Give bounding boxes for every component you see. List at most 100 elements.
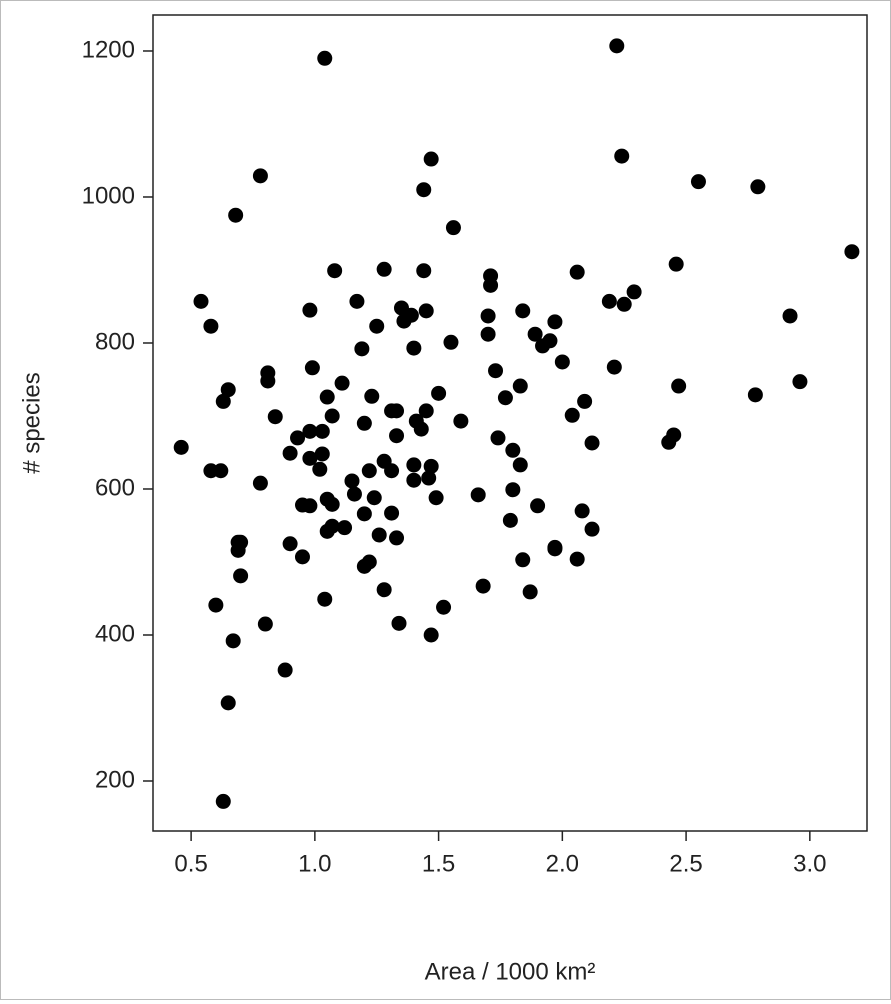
point [601,293,617,309]
y-tick-label: 600 [95,474,135,501]
point [337,520,353,536]
point [302,498,318,514]
point [577,393,593,409]
point [515,303,531,319]
point [690,174,706,190]
point [428,490,444,506]
point [530,498,546,514]
point [384,505,400,521]
point [423,151,439,167]
point [312,461,328,477]
point [497,390,513,406]
point [423,458,439,474]
point [547,541,563,557]
point [423,627,439,643]
point [220,695,236,711]
point [844,244,860,260]
point [376,261,392,277]
x-axis-label: Area / 1000 km² [425,958,596,985]
point [475,578,491,594]
point [418,303,434,319]
point [542,333,558,349]
point [569,551,585,567]
point [304,360,320,376]
point [512,457,528,473]
point [470,487,486,503]
point [564,407,580,423]
point [792,374,808,390]
y-tick-label: 1000 [82,182,135,209]
point [406,472,422,488]
point [490,430,506,446]
point [527,326,543,342]
x-tick-label: 3.0 [793,850,826,877]
point [671,378,687,394]
point [443,334,459,350]
point [547,314,563,330]
point [505,482,521,498]
point [324,408,340,424]
point [488,363,504,379]
point [574,503,590,519]
point [327,263,343,279]
point [431,385,447,401]
point [436,599,452,615]
point [666,427,682,443]
point [346,486,362,502]
point [260,373,276,389]
point [480,308,496,324]
point [317,591,333,607]
point [369,318,385,334]
point [361,463,377,479]
point [609,38,625,54]
y-axis-label: # species [18,372,45,473]
point [294,549,310,565]
point [277,662,293,678]
point [668,256,684,272]
point [230,542,246,558]
point [515,552,531,568]
point [371,527,387,543]
point [282,536,298,552]
point [406,457,422,473]
point [569,264,585,280]
point [389,530,405,546]
point [376,582,392,598]
point [290,430,306,446]
point [302,302,318,318]
point [445,220,461,236]
point [522,584,538,600]
point [366,490,382,506]
point [344,473,360,489]
point [512,378,528,394]
point [354,341,370,357]
point [356,415,372,431]
point [584,435,600,451]
point [361,554,377,570]
point [334,375,350,391]
plot-frame [152,14,868,832]
y-tick-label: 800 [95,328,135,355]
point [356,506,372,522]
point [233,568,249,584]
point [750,179,766,195]
point [173,439,189,455]
point [416,182,432,198]
point [215,793,231,809]
point [483,268,499,284]
point [208,597,224,613]
point [225,633,241,649]
point [403,307,419,323]
point [782,308,798,324]
x-tick-label: 1.0 [298,850,331,877]
point [302,450,318,466]
point [213,463,229,479]
point [413,421,429,437]
y-tick-label: 400 [95,620,135,647]
point [389,403,405,419]
point [480,326,496,342]
x-tick-label: 1.5 [422,850,455,877]
point [324,518,340,534]
